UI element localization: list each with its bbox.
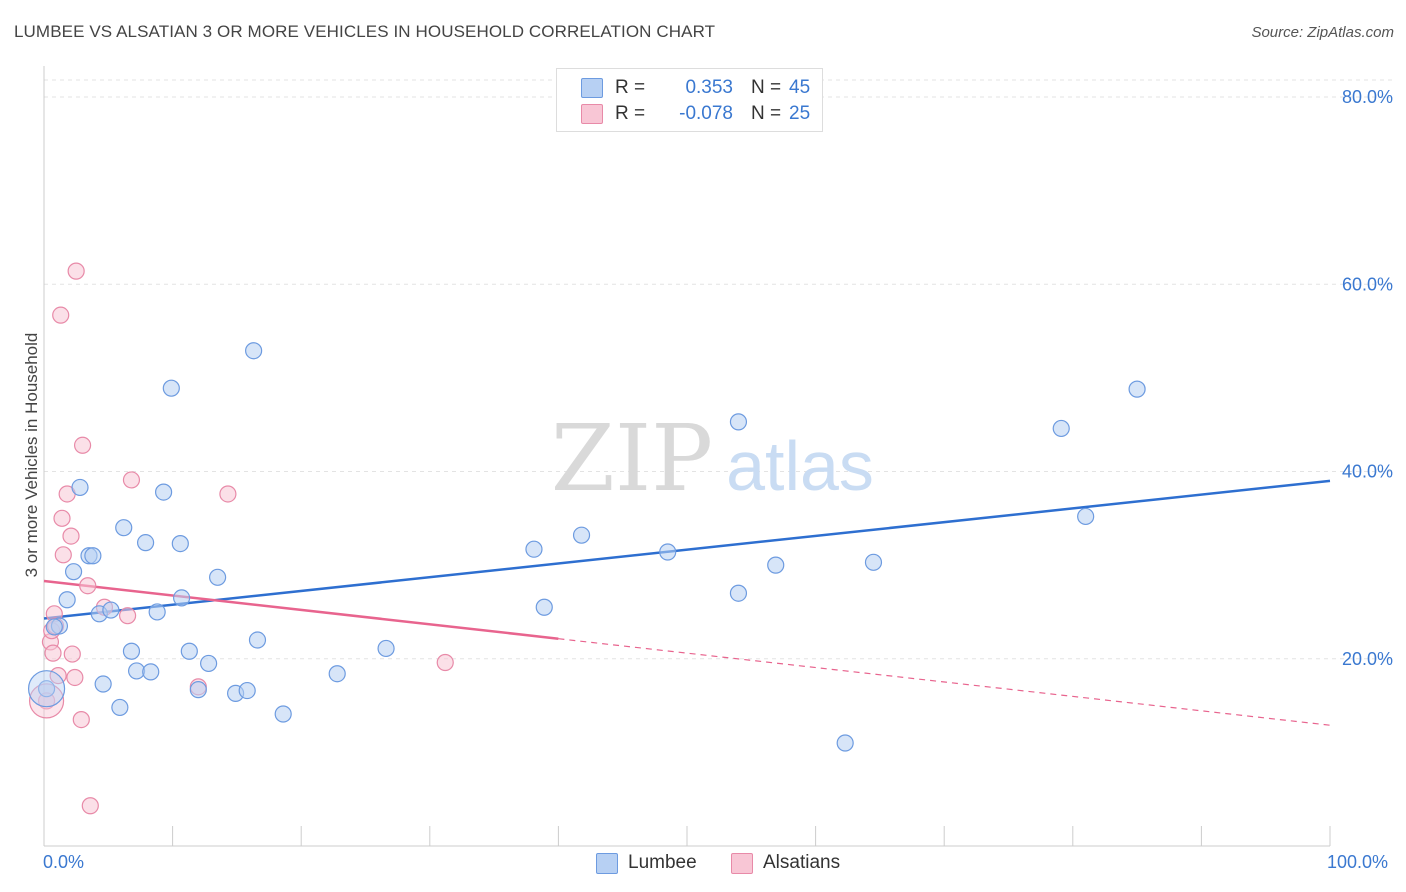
x-tick-min: 0.0% <box>43 852 85 872</box>
bottom-legend-alsatians: Alsatians <box>731 852 840 874</box>
legend-row-lumbee: R = 0.353 N = 45 <box>581 76 810 100</box>
lumbee-trend-line <box>43 479 1331 620</box>
alsatians-point <box>436 653 454 672</box>
r-value: -0.078 <box>679 103 733 124</box>
alsatians-point <box>72 711 90 729</box>
lumbee-point <box>136 534 155 552</box>
lumbee-point <box>71 478 89 497</box>
lumbee-point <box>1052 419 1070 438</box>
lumbee-point <box>189 681 207 699</box>
lumbee-point <box>245 342 263 360</box>
x-tick-max: 100.0% <box>1327 852 1389 872</box>
alsatians-point <box>54 546 72 564</box>
lumbee-point <box>64 563 83 581</box>
lumbee-point <box>864 553 883 571</box>
bottom-legend-lumbee: Lumbee <box>596 852 697 874</box>
lumbee-point <box>148 603 166 621</box>
y-tick-label: 20.0% <box>1342 649 1393 669</box>
lumbee-point <box>238 681 256 700</box>
lumbee-point <box>572 526 591 544</box>
lumbee-point <box>142 663 160 681</box>
lumbee-point-large <box>27 670 66 708</box>
alsatians-points <box>28 262 454 815</box>
lumbee-point <box>180 642 198 660</box>
lumbee-point <box>274 705 292 723</box>
alsatians-label: Alsatians <box>763 852 841 873</box>
lumbee-point <box>1077 507 1095 526</box>
y-tick-label: 40.0% <box>1342 462 1393 482</box>
alsatians-trend-line <box>43 579 559 640</box>
lumbee-point <box>154 483 173 501</box>
alsatians-point <box>63 645 81 663</box>
lumbee-point <box>729 584 748 602</box>
lumbee-point <box>1128 380 1146 398</box>
lumbee-swatch <box>581 78 603 98</box>
y-tick-label: 80.0% <box>1342 87 1393 107</box>
alsatians-point <box>67 262 85 280</box>
lumbee-point <box>173 589 191 607</box>
lumbee-point <box>328 665 346 683</box>
lumbee-point <box>45 618 63 636</box>
watermark-atlas: atlas <box>726 427 874 505</box>
r-label: R = <box>615 103 646 124</box>
y-tick-label: 60.0% <box>1342 274 1393 294</box>
lumbee-point <box>58 591 76 609</box>
lumbee-point <box>84 547 102 565</box>
source-credit: Source: ZipAtlas.com <box>1251 24 1394 41</box>
chart-title: LUMBEE VS ALSATIAN 3 OR MORE VEHICLES IN… <box>14 22 716 41</box>
alsatians-point <box>44 644 62 662</box>
lumbee-point <box>94 675 112 693</box>
r-value: 0.353 <box>685 77 733 98</box>
watermark-zip: ZIP <box>551 405 713 512</box>
lumbee-points <box>27 342 1146 752</box>
alsatians-point <box>219 485 237 503</box>
lumbee-point <box>102 601 120 619</box>
lumbee-swatch <box>596 852 618 874</box>
n-label: N = <box>751 77 782 98</box>
lumbee-point <box>535 598 553 616</box>
gridlines <box>44 79 1392 660</box>
alsatians-swatch <box>731 852 753 874</box>
r-label: R = <box>615 77 646 98</box>
n-value: 45 <box>789 77 811 98</box>
alsatians-point <box>66 668 84 687</box>
lumbee-point <box>659 543 677 561</box>
lumbee-label: Lumbee <box>628 852 697 873</box>
lumbee-point <box>377 639 395 658</box>
lumbee-point <box>767 556 785 574</box>
alsatians-point <box>118 607 137 625</box>
trend-lines <box>43 479 1331 726</box>
lumbee-point <box>171 534 189 553</box>
stats-legend: R = 0.353 N = 45 R = -0.078 N = 25 <box>556 68 823 132</box>
lumbee-point <box>122 642 141 660</box>
lumbee-point <box>525 540 543 558</box>
lumbee-point <box>836 734 854 752</box>
lumbee-point <box>37 680 56 698</box>
alsatians-trend-line-dashed <box>558 638 1331 726</box>
lumbee-point <box>248 631 267 649</box>
lumbee-point <box>200 654 218 673</box>
alsatians-point <box>52 306 70 324</box>
axes <box>43 66 1331 847</box>
n-label: N = <box>751 103 782 124</box>
lumbee-point <box>209 568 227 586</box>
alsatians-point <box>81 797 99 815</box>
lumbee-point <box>162 379 180 397</box>
lumbee-point <box>111 698 129 717</box>
legend-row-alsatians: R = -0.078 N = 25 <box>581 102 810 126</box>
y-axis-label: 3 or more Vehicles in Household <box>22 332 41 578</box>
lumbee-point <box>729 413 748 431</box>
lumbee-point <box>115 519 133 537</box>
alsatians-swatch <box>581 104 603 124</box>
alsatians-point <box>73 436 92 454</box>
alsatians-point <box>53 509 71 527</box>
alsatians-point <box>62 527 80 545</box>
n-value: 25 <box>789 103 811 124</box>
alsatians-point <box>122 471 141 489</box>
alsatians-point <box>79 577 97 595</box>
y-tick-labels: 20.0% 40.0% 60.0% 80.0% <box>1342 87 1393 669</box>
